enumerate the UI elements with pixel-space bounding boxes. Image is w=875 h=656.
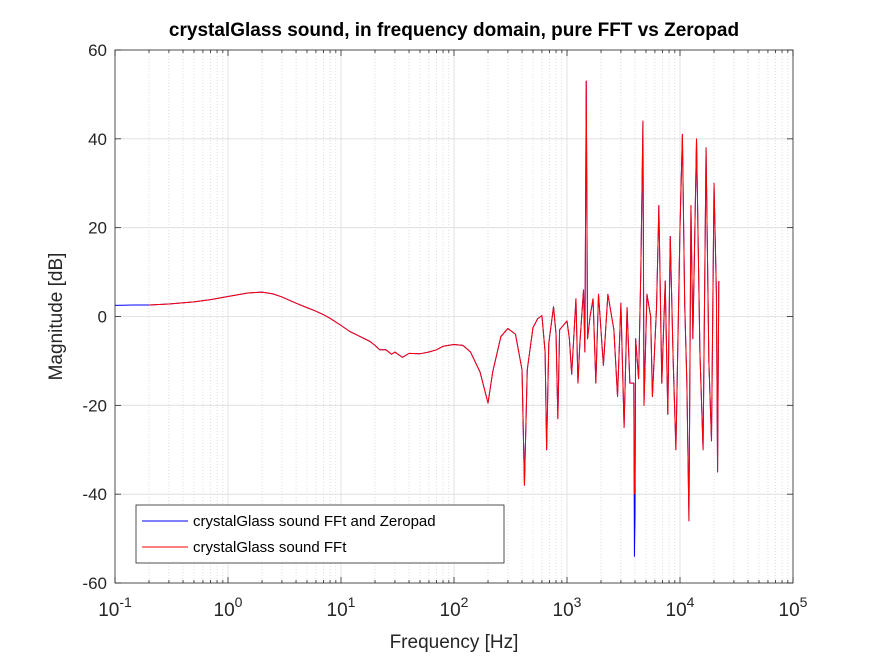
x-tick-label: 103 [553,594,582,621]
x-tick-label: 104 [666,594,695,621]
y-tick-label: 20 [88,219,107,238]
y-axis-label: Magnitude [dB] [46,253,67,381]
series-layer [114,80,720,557]
legend-label-fft: crystalGlass sound FFt [193,539,347,556]
x-tick-label: 105 [779,594,808,621]
y-tick-label: 40 [88,130,107,149]
tick-layer: 10-1 100 101 102 103 104 105 -60 -40 -20 0 20 40 60 [82,41,807,621]
y-tick-label: -60 [82,574,107,593]
y-tick-label: -20 [82,396,107,415]
x-tick-label: 101 [327,594,356,621]
legend: crystalGlass sound FFt and Zeropad cryst… [135,504,505,564]
y-tick-label: 60 [88,41,107,60]
x-axis-label: Frequency [Hz] [390,632,519,653]
y-tick-label: 0 [98,308,107,327]
chart-title: crystalGlass sound, in frequency domain,… [169,20,739,41]
x-tick-label: 10-1 [98,594,132,621]
series-line-1 [148,80,720,522]
legend-label-zeropad: crystalGlass sound FFt and Zeropad [193,513,436,530]
x-tick-label: 102 [440,594,469,621]
x-tick-label: 100 [214,594,243,621]
y-tick-label: -40 [82,485,107,504]
legend-box [135,504,505,564]
